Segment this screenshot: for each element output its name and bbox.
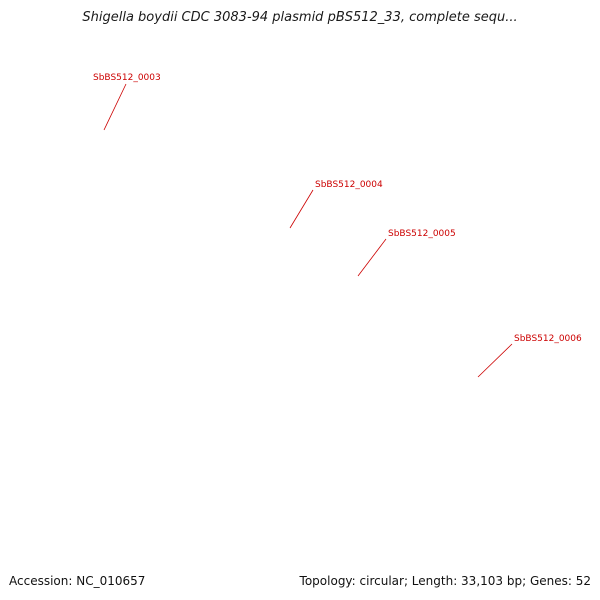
leader-line-SbBS512_0005	[357, 238, 387, 277]
accession-label: Accession: NC_010657	[9, 574, 146, 588]
summary-label: Topology: circular; Length: 33,103 bp; G…	[299, 574, 591, 588]
leader-line-SbBS512_0003	[103, 83, 127, 131]
gene-label-SbBS512_0004: SbBS512_0004	[315, 180, 383, 190]
gene-label-SbBS512_0003: SbBS512_0003	[93, 73, 161, 83]
leader-line-SbBS512_0004	[289, 189, 314, 229]
leader-line-SbBS512_0006	[477, 343, 513, 378]
map-title: Shigella boydii CDC 3083-94 plasmid pBS5…	[82, 10, 518, 25]
gene-label-SbBS512_0006: SbBS512_0006	[514, 334, 582, 344]
gene-label-SbBS512_0005: SbBS512_0005	[388, 229, 456, 239]
